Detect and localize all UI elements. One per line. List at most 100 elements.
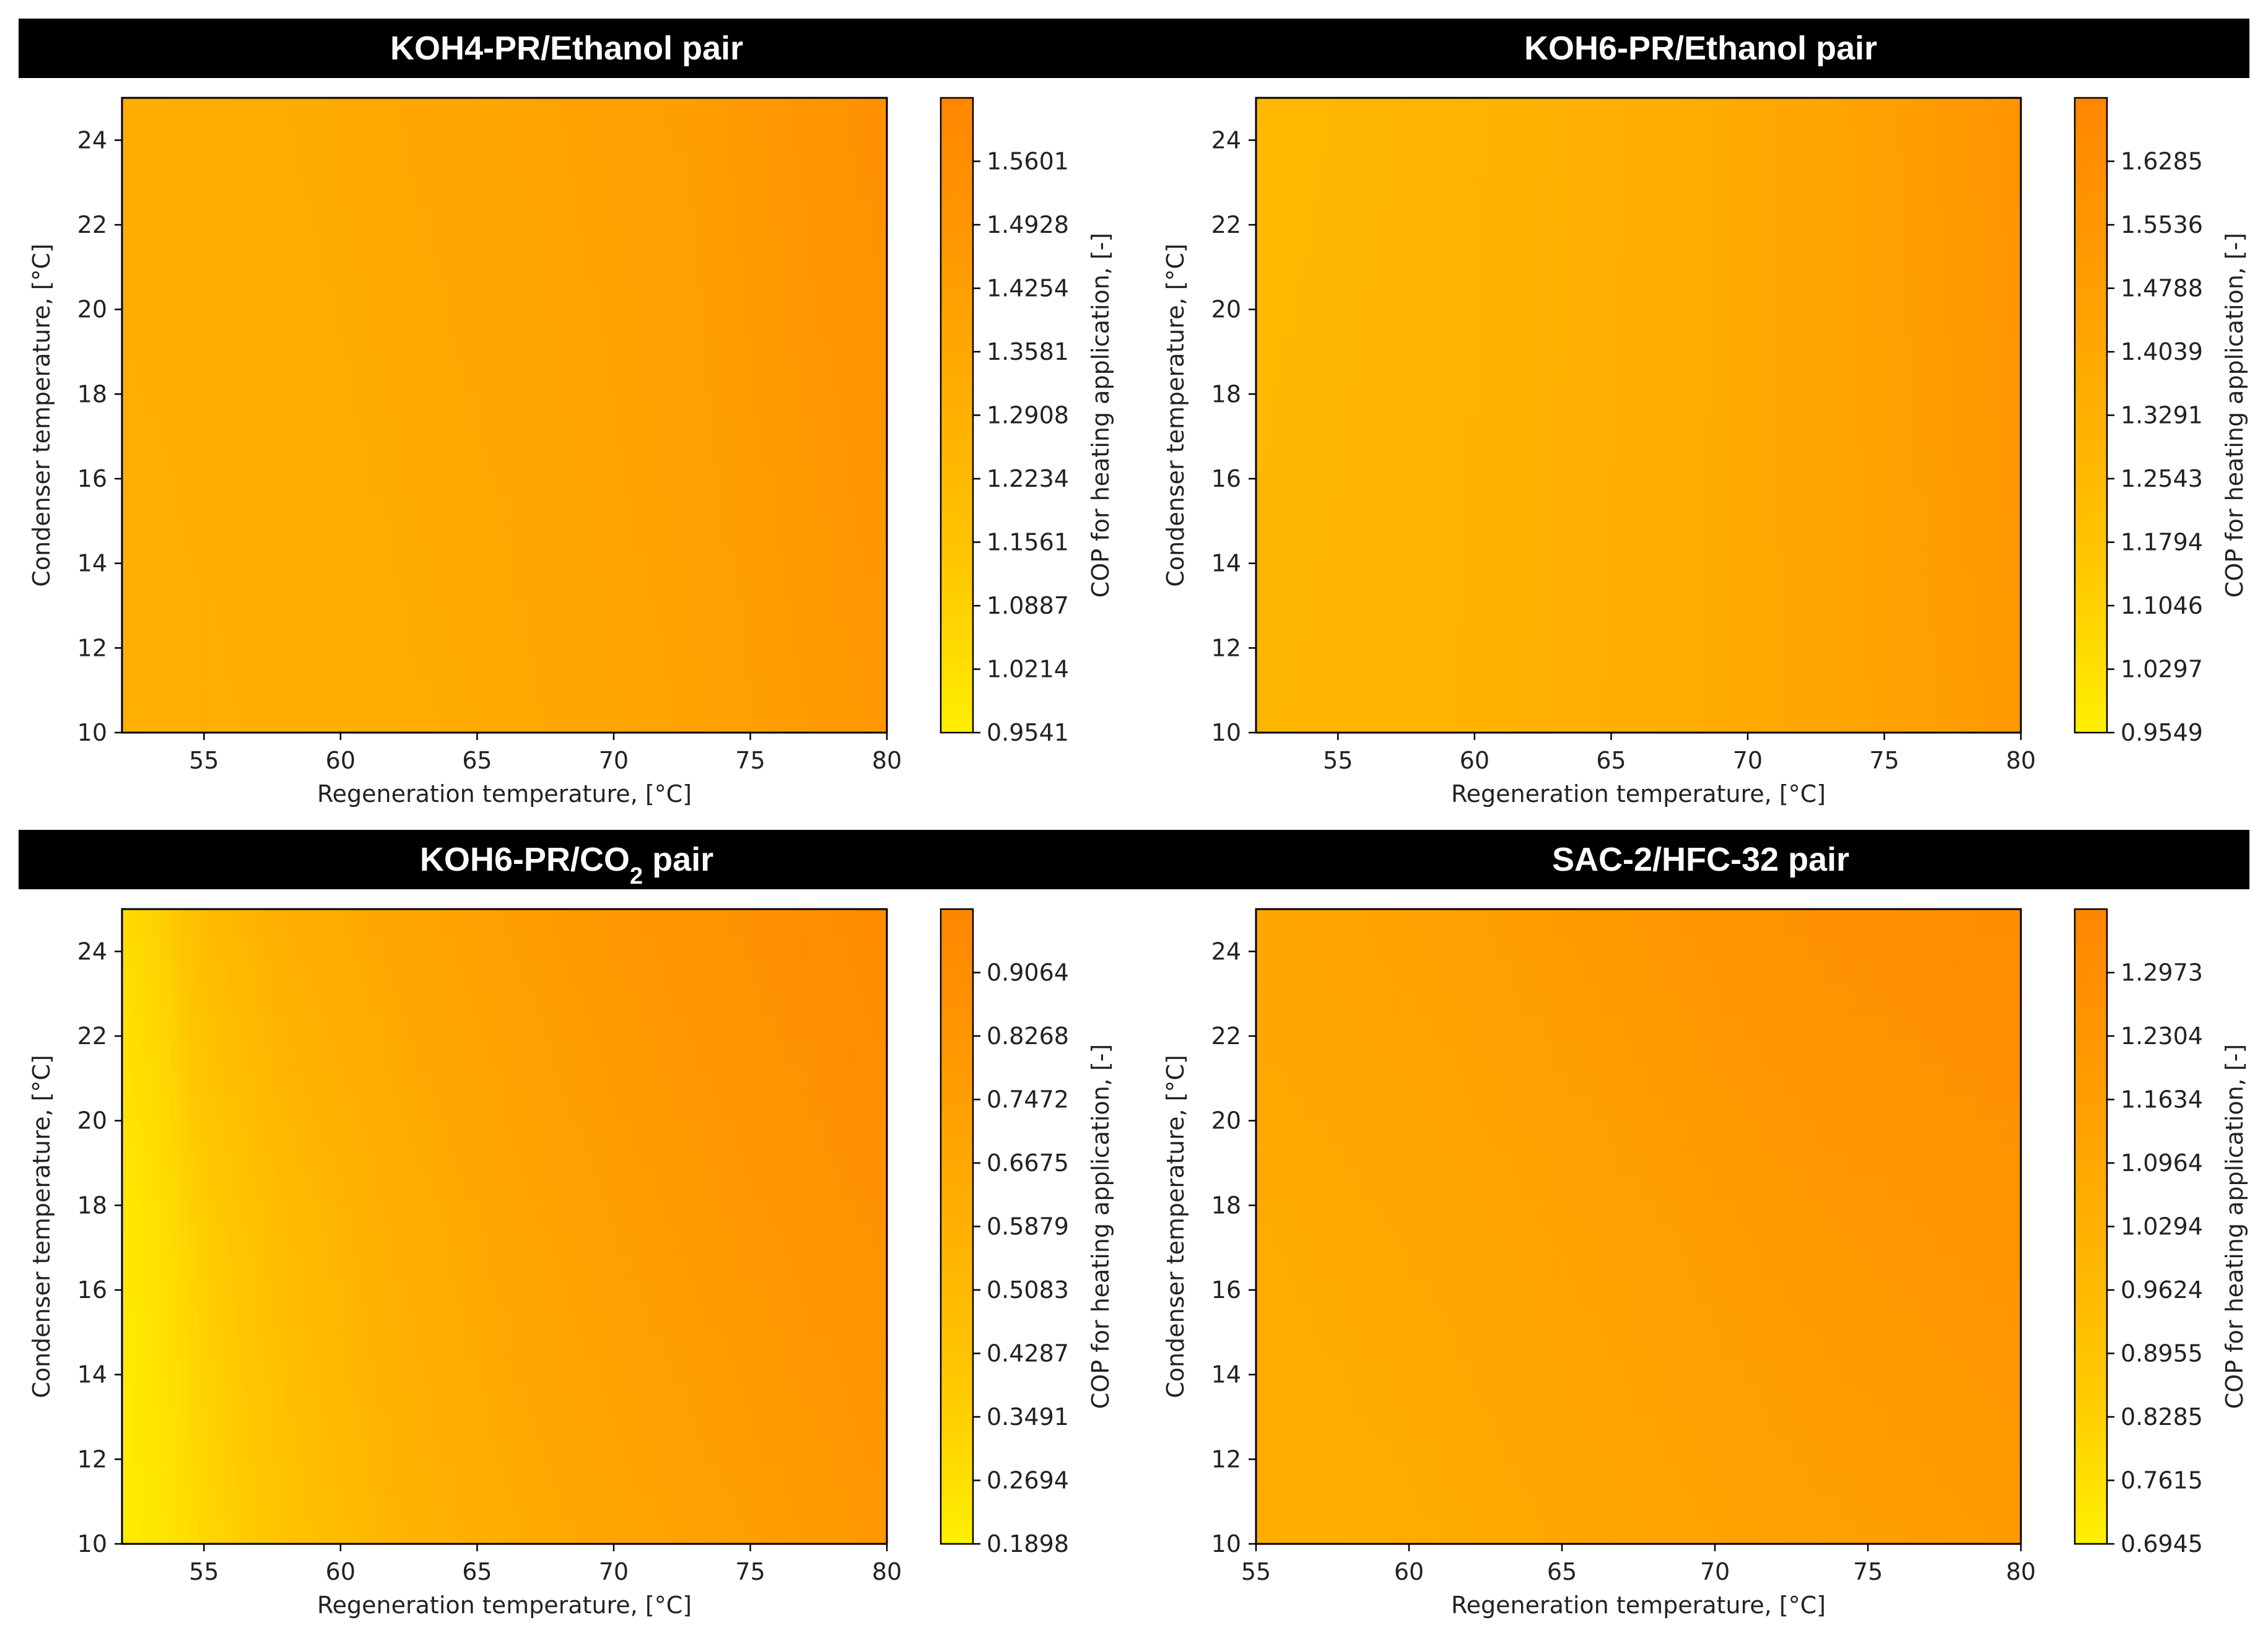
heatmap-cell [2012,442,2022,469]
x-tick-label: 75 [1869,747,1899,774]
heatmap-cell [1820,336,1830,363]
heatmap-cell [1447,495,1457,522]
heatmap-cell [734,336,744,363]
heatmap-cell [466,310,476,337]
heatmap-cell [820,336,830,363]
heatmap-cell [180,124,190,152]
heatmap-cell [1590,310,1600,337]
heatmap-cell [266,442,276,469]
heatmap-cell [2012,150,2022,178]
heatmap-cell [275,389,285,416]
heatmap-cell [829,442,839,469]
heatmap-cell [1782,680,1792,707]
heatmap-cell [1926,680,1935,707]
heatmap-cell [648,1491,658,1518]
heatmap-cell [1629,389,1639,416]
heatmap-cell [284,1306,294,1333]
heatmap-cell [639,1200,648,1227]
heatmap-cell [447,124,457,152]
heatmap-cell [514,468,524,495]
heatmap-cell [361,1306,371,1333]
heatmap-cell [1342,150,1352,178]
heatmap-cell [361,256,371,284]
heatmap-cell [581,1227,591,1254]
heatmap-cell [734,1306,744,1333]
heatmap-cell [1495,256,1505,284]
heatmap-cell [696,230,705,258]
heatmap-cell [1849,680,1859,707]
heatmap-cell [1304,600,1314,627]
heatmap-cell [199,1253,209,1280]
heatmap-cell [131,495,141,522]
heatmap-cell [619,389,629,416]
heatmap-cell [1743,468,1753,495]
heatmap-cell [237,1279,246,1307]
heatmap-cell [170,1279,180,1307]
heatmap-cell [1657,653,1667,681]
heatmap-cell [141,1279,151,1307]
heatmap-cell [1514,680,1524,707]
heatmap-cell [141,1332,151,1359]
heatmap-cell [199,230,209,258]
heatmap-cell [1639,177,1649,204]
heatmap-cell [275,1465,285,1492]
heatmap-cell [1504,150,1514,178]
heatmap-cell [705,442,715,469]
heatmap-cell [390,1279,399,1307]
heatmap-cell [715,283,725,310]
heatmap-cell [609,336,619,363]
heatmap-cell [801,653,811,681]
heatmap-cell [705,1438,715,1465]
heatmap-cell [447,1359,457,1386]
heatmap-cell [1877,283,1887,310]
heatmap-cell [447,1227,457,1254]
heatmap-cell [762,495,772,522]
heatmap-cell [1773,283,1782,310]
heatmap-cell [180,653,190,681]
heatmap-cell [552,283,562,310]
heatmap-cell [858,547,868,575]
heatmap-cell [696,416,705,443]
heatmap-cell [1935,574,1945,601]
heatmap-cell [1734,600,1744,627]
heatmap-cell [676,1200,686,1227]
heatmap-cell [1418,680,1428,707]
heatmap-cell [848,1385,858,1413]
heatmap-cell [390,1438,399,1465]
heatmap-cell [1763,283,1773,310]
heatmap-cell [696,1491,705,1518]
heatmap-cell [284,283,294,310]
heatmap-cell [150,283,160,310]
heatmap-cell [1418,547,1428,575]
heatmap-cell [180,150,190,178]
heatmap-cell [1294,150,1304,178]
heatmap-cell [1706,600,1716,627]
heatmap-cell [533,468,543,495]
heatmap-cell [352,310,362,337]
heatmap-cell [1782,230,1792,258]
heatmap-cell [1524,310,1533,337]
heatmap-cell [399,1332,409,1359]
heatmap-cell [313,1465,323,1492]
heatmap-cell [1275,310,1285,337]
heatmap-cell [1351,495,1361,522]
heatmap-cell [1677,680,1686,707]
heatmap-cell [725,653,735,681]
heatmap-cell [619,1279,629,1307]
heatmap-cell [294,495,304,522]
heatmap-cell [1743,389,1753,416]
colorbar-label: COP for heating application, [-] [2221,233,2248,598]
heatmap-cell [839,495,849,522]
heatmap-cell [1830,706,1839,733]
heatmap-cell [1610,230,1620,258]
heatmap-cell [782,521,792,548]
heatmap-cell [848,1465,858,1492]
heatmap-cell [839,150,849,178]
heatmap-cell [658,653,668,681]
heatmap-cell [437,547,447,575]
heatmap-cell [1571,706,1581,733]
heatmap-cell [370,256,380,284]
heatmap-cell [658,230,668,258]
heatmap-cell [399,574,409,601]
heatmap-cell [858,1491,868,1518]
